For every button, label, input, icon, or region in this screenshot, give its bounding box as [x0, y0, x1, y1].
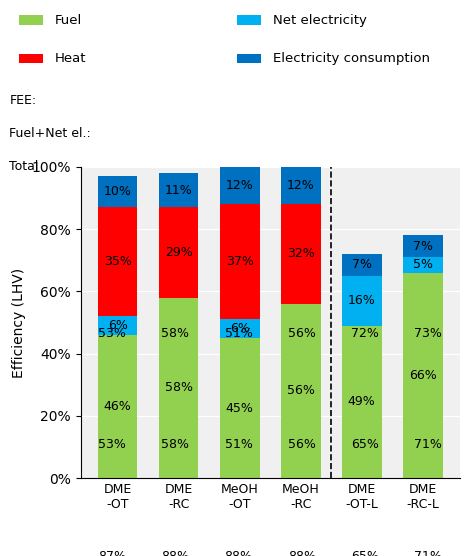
Text: 51%: 51% — [225, 327, 253, 340]
Bar — [159, 173, 199, 207]
Text: 49%: 49% — [348, 395, 375, 408]
Bar — [19, 16, 43, 24]
Bar — [98, 335, 137, 478]
Bar — [403, 257, 443, 272]
Text: 72%: 72% — [351, 327, 379, 340]
Text: 7%: 7% — [413, 240, 433, 252]
Bar — [98, 316, 137, 335]
Bar — [98, 207, 137, 316]
Text: 88%: 88% — [161, 549, 190, 556]
Y-axis label: Efficiency (LHV): Efficiency (LHV) — [12, 267, 26, 378]
Text: 56%: 56% — [288, 438, 316, 451]
Text: 32%: 32% — [287, 247, 315, 260]
Bar — [220, 204, 259, 319]
Text: 56%: 56% — [287, 385, 315, 398]
Text: 71%: 71% — [414, 438, 442, 451]
Bar — [342, 326, 382, 478]
Bar — [159, 207, 199, 297]
Text: 10%: 10% — [104, 185, 132, 198]
Text: FEE:: FEE: — [9, 93, 36, 107]
Bar — [220, 338, 259, 478]
Text: 65%: 65% — [351, 438, 379, 451]
Text: 29%: 29% — [165, 246, 192, 259]
Bar — [220, 167, 259, 204]
Text: 12%: 12% — [226, 179, 254, 192]
Text: 65%: 65% — [351, 549, 379, 556]
Bar — [342, 276, 382, 326]
Text: 6%: 6% — [108, 319, 128, 332]
Text: Fuel: Fuel — [55, 13, 82, 27]
Text: 88%: 88% — [288, 549, 316, 556]
Text: 58%: 58% — [164, 381, 192, 394]
Text: 12%: 12% — [287, 179, 315, 192]
Bar — [220, 319, 259, 338]
Text: Electricity consumption: Electricity consumption — [273, 52, 429, 65]
Text: 58%: 58% — [161, 327, 190, 340]
Text: 73%: 73% — [414, 327, 442, 340]
Text: 58%: 58% — [161, 438, 190, 451]
Text: 66%: 66% — [409, 369, 437, 382]
Bar — [342, 254, 382, 276]
Text: Total: Total — [9, 160, 39, 173]
Text: 7%: 7% — [352, 259, 372, 271]
Bar — [403, 272, 443, 478]
Bar — [159, 297, 199, 478]
Text: 46%: 46% — [104, 400, 131, 413]
Text: 16%: 16% — [348, 294, 375, 307]
Text: 51%: 51% — [225, 438, 253, 451]
Text: 5%: 5% — [413, 259, 433, 271]
Bar — [403, 235, 443, 257]
Text: Net electricity: Net electricity — [273, 13, 366, 27]
Bar — [281, 204, 320, 304]
Text: 6%: 6% — [230, 322, 250, 335]
Text: 45%: 45% — [226, 401, 254, 415]
Text: 53%: 53% — [98, 438, 126, 451]
Bar — [98, 176, 137, 207]
Text: 37%: 37% — [226, 255, 254, 268]
Text: 11%: 11% — [165, 183, 192, 197]
Text: 88%: 88% — [225, 549, 253, 556]
Bar — [19, 54, 43, 63]
Text: Fuel+Net el.:: Fuel+Net el.: — [9, 127, 91, 140]
Bar — [237, 54, 261, 63]
Bar — [281, 167, 320, 204]
Text: 35%: 35% — [104, 255, 132, 268]
Text: Heat: Heat — [55, 52, 86, 65]
Bar — [237, 16, 261, 24]
Text: 53%: 53% — [98, 327, 126, 340]
Text: 56%: 56% — [288, 327, 316, 340]
Text: 87%: 87% — [98, 549, 126, 556]
Text: 71%: 71% — [414, 549, 442, 556]
Bar — [281, 304, 320, 478]
